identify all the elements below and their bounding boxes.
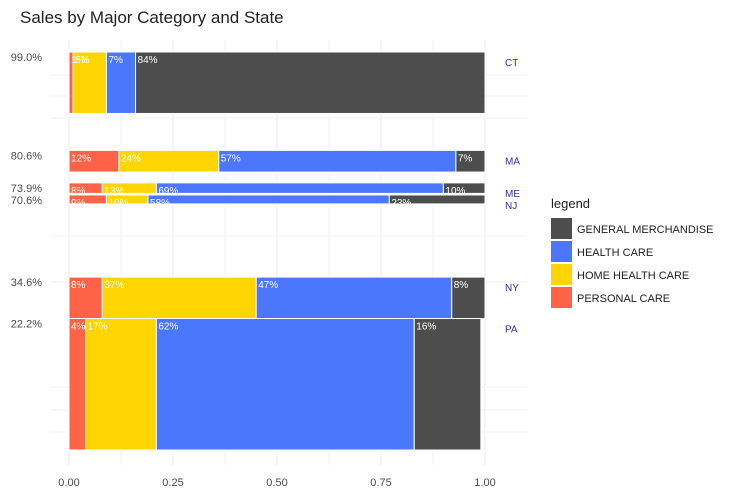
y-tick-label: 34.6% [11,277,42,289]
tile-label: 7% [108,55,123,66]
x-tick-label: 0.25 [162,477,183,489]
x-tick-label: 0.00 [58,477,79,489]
y-tick-label: 73.9% [11,183,42,195]
tile-label: 7% [458,153,473,164]
x-axis: 0.00 0.25 0.50 0.75 1.00 [58,477,495,489]
state-label: MA [505,156,520,167]
tile-label: 47% [258,280,278,291]
x-tick-label: 1.00 [474,477,495,489]
tile-label: 57% [221,153,241,164]
legend-swatch [551,264,572,285]
tile-label: 84% [138,55,158,66]
mosaic-tile [218,149,457,173]
legend-item-label: HOME HEALTH CARE [577,270,689,282]
legend: legend GENERAL MERCHANDISE HEALTH CARE HOME… [551,196,714,308]
tile-label: 58% [150,198,170,209]
legend-swatch [551,218,572,239]
tile-label: 9% [71,198,86,209]
mosaic-tile [455,149,486,173]
mosaic-tile [85,318,157,451]
mosaic-tile [451,276,486,320]
y-tick-label: 99.0% [11,52,42,64]
mosaic-tile [413,318,482,451]
mosaic-tile [68,318,87,451]
tile-label: 24% [121,153,141,164]
tile-label: 62% [158,322,178,333]
legend-item-label: GENERAL MERCHANDISE [577,224,714,236]
tile-label: 23% [391,198,411,209]
state-label: NY [505,283,519,294]
legend-swatch [551,287,572,308]
tile-label: 8% [75,55,90,66]
mosaic-tile [388,194,486,205]
mosaic-tile [155,318,415,451]
mosaic-tile [147,194,390,205]
legend-item-label: PERSONAL CARE [577,293,670,305]
tile-label: 10% [108,198,128,209]
x-tick-label: 0.50 [266,477,287,489]
mosaic-tile [155,182,444,194]
tile-label: 8% [454,280,469,291]
mosaic-tile [442,182,486,194]
tile-label: 8% [71,186,86,197]
mosaic-tile [255,276,453,320]
state-label: CT [505,58,518,69]
tile-label: 4% [71,322,86,333]
tile-label: 10% [445,186,465,197]
tile-label: 16% [416,322,436,333]
tile-label: 37% [104,280,124,291]
tile-label: 17% [88,322,108,333]
y-tick-label: 80.6% [11,150,42,162]
legend-title: legend [551,196,590,211]
state-label: NJ [505,201,517,212]
legend-swatch [551,241,572,262]
tile-label: 13% [104,186,124,197]
data-labels: 1%8% 7% 84%12% 24% 57% 7%8% 13% 69% 10%9% 10% 58% 2… [71,55,472,333]
x-tick-label: 0.75 [370,477,391,489]
mosaic-tile [135,51,486,114]
tile-label: 12% [71,153,91,164]
state-label: PA [505,325,518,336]
mosaic-tile [105,51,137,114]
mosaic-tile [72,51,107,114]
y-tick-label: 22.2% [11,319,42,331]
state-label: ME [505,189,520,200]
chart-title: Sales by Major Category and State [20,8,284,27]
tile-label: 8% [71,280,86,291]
y-tick-label: 70.6% [11,195,42,207]
mosaic-tile [68,276,103,320]
legend-item-label: HEALTH CARE [577,247,653,259]
mosaic-tile [101,276,257,320]
plot-area [68,51,486,451]
tile-label: 69% [158,186,178,197]
y-axis: 99.0% 80.6% 73.9%70.6% 34.6% 22.2% [11,52,42,331]
tile-label: 1% [71,55,86,66]
